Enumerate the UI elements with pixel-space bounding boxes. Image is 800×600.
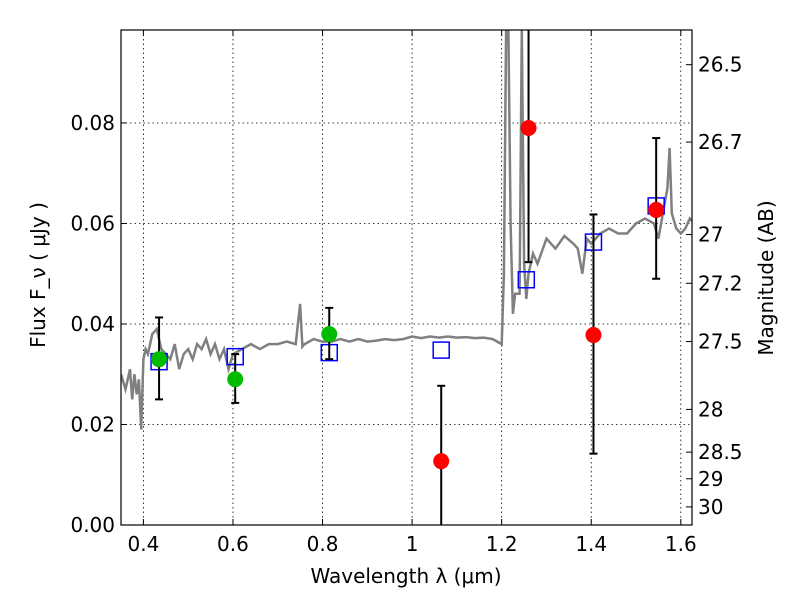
data-point xyxy=(151,351,168,368)
model-photometry-square xyxy=(517,271,536,289)
x-tick-label: 1.2 xyxy=(486,532,518,556)
data-point xyxy=(321,326,338,343)
x-tick-label: 1.4 xyxy=(575,532,607,556)
data-point xyxy=(585,327,602,344)
right-axis-title: Magnitude (AB) xyxy=(754,200,778,355)
right-tick-label: 27.2 xyxy=(698,271,743,295)
x-tick-label: 1.6 xyxy=(665,532,697,556)
data-point xyxy=(227,371,244,388)
series-layer xyxy=(121,30,692,525)
x-axis-title: Wavelength λ (μm) xyxy=(310,564,501,588)
y-tick-label: 0.06 xyxy=(70,211,115,235)
grid-layer xyxy=(121,30,692,526)
model-photometry-square xyxy=(432,341,450,359)
x-tick-label: 0.6 xyxy=(217,532,249,556)
data-point xyxy=(648,201,665,218)
right-tick-label: 26.7 xyxy=(698,130,743,154)
axes-layer: 0.4 0.6 0.8 1 1.2 1.4 1.6 0.00 0.02 0.04 0.06 0.08 2… xyxy=(70,29,743,556)
y-tick-label: 0.08 xyxy=(70,111,115,135)
data-point xyxy=(520,119,537,136)
right-tick-label: 29 xyxy=(698,467,723,491)
x-tick-label: 0.4 xyxy=(127,532,159,556)
right-tick-label: 30 xyxy=(698,495,723,519)
right-tick-label: 28 xyxy=(698,397,723,421)
plot-frame xyxy=(120,29,693,526)
right-tick-label: 26.5 xyxy=(698,53,743,77)
x-tick-label: 1 xyxy=(406,532,419,556)
x-tick-label: 0.8 xyxy=(307,532,339,556)
data-point xyxy=(433,453,450,470)
right-tick-label: 28.5 xyxy=(698,440,743,464)
y-tick-label: 0.00 xyxy=(70,513,115,537)
right-tick-label: 27.5 xyxy=(698,330,743,354)
spectrum-line xyxy=(121,30,692,430)
y-axis-title: Flux F_ν ( μJy ) xyxy=(26,202,50,348)
right-tick-label: 27 xyxy=(698,223,723,247)
y-tick-label: 0.04 xyxy=(70,312,115,336)
y-tick-label: 0.02 xyxy=(70,412,115,436)
